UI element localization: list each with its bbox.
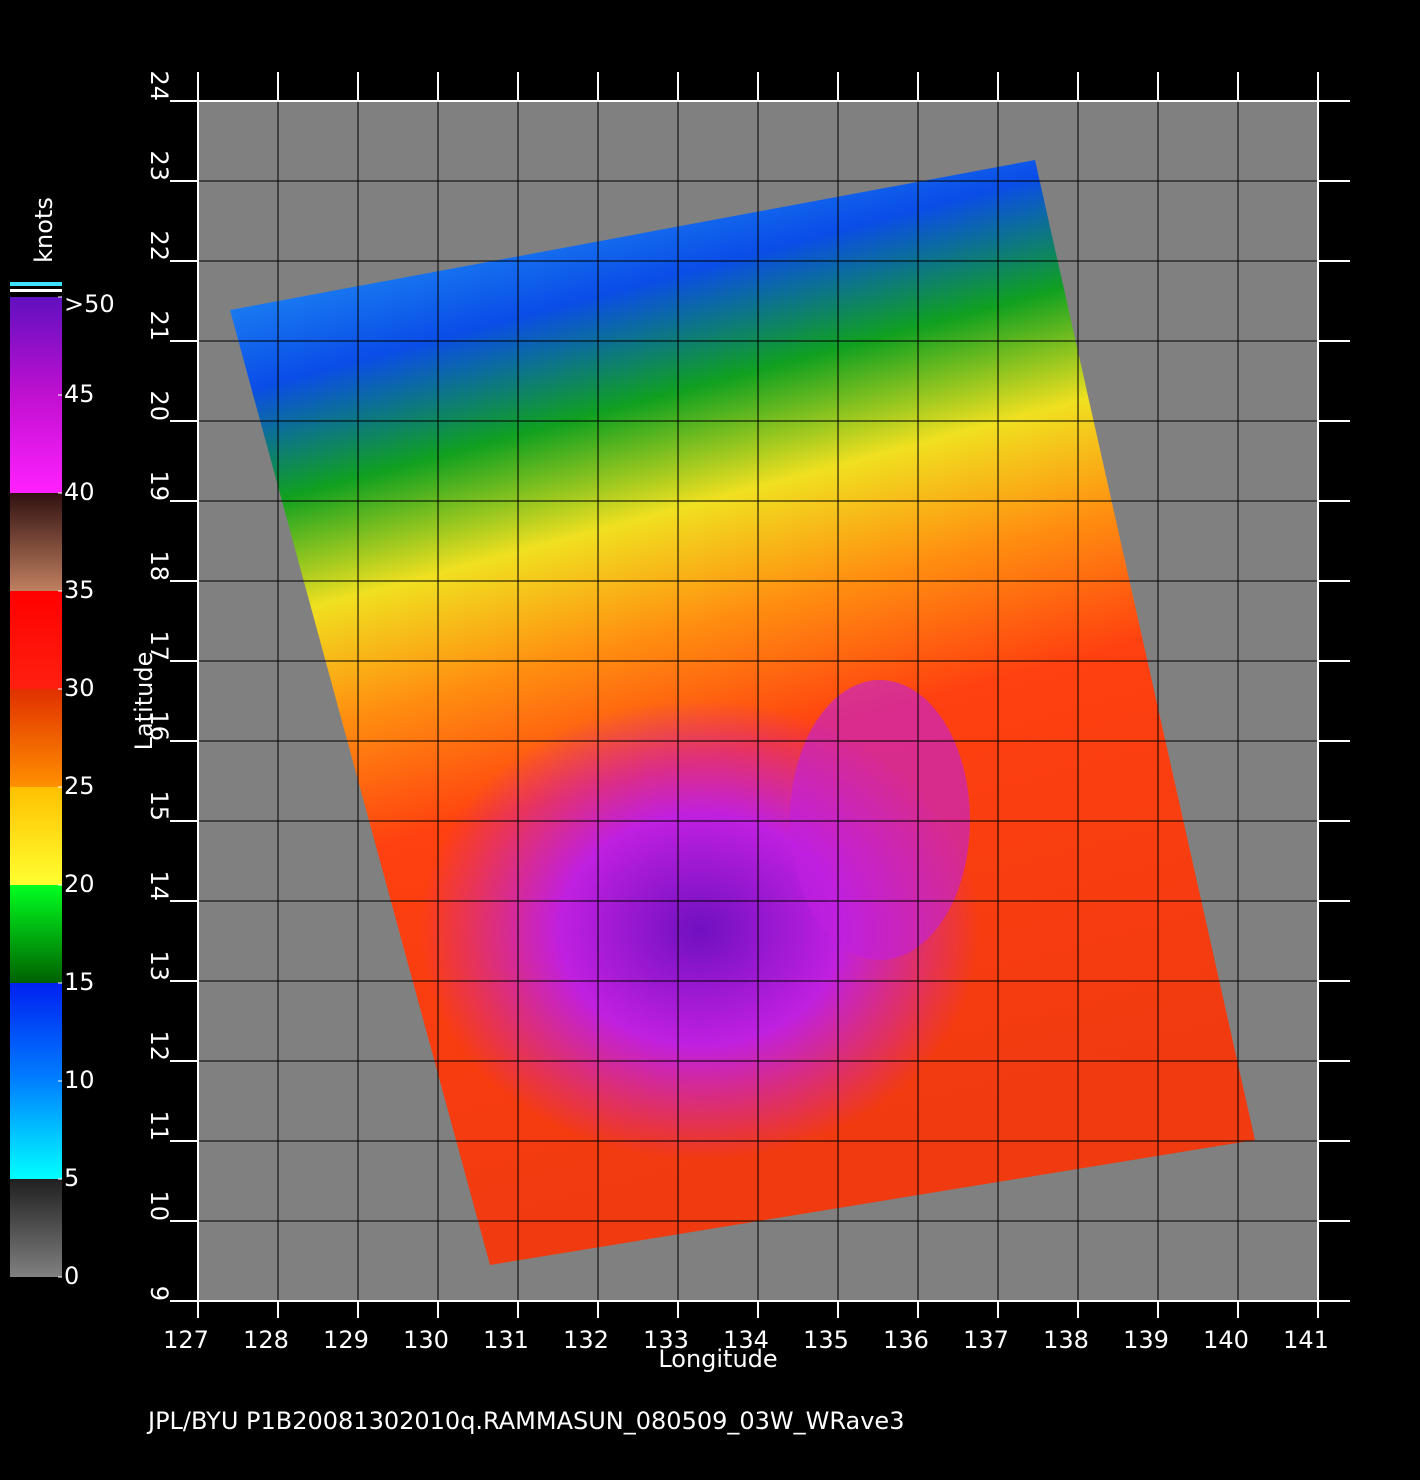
y-tick-label: 22: [145, 230, 173, 261]
colorbar-title: knots: [30, 197, 58, 263]
x-tick-label: 137: [963, 1326, 1009, 1354]
x-tick-label: 135: [803, 1326, 849, 1354]
high-wind-band: [790, 680, 970, 960]
colorbar-tick-label: 25: [64, 772, 95, 800]
y-tick-label: 14: [145, 870, 173, 901]
colorbar-cap: [10, 289, 62, 292]
x-tick-label: 136: [883, 1326, 929, 1354]
y-tick-label: 11: [145, 1110, 173, 1141]
y-tick-label: 12: [145, 1030, 173, 1061]
y-tick-label: 9: [145, 1286, 173, 1301]
y-tick-label: 16: [145, 710, 173, 741]
x-tick-label: 128: [243, 1326, 289, 1354]
y-tick-label: 21: [145, 310, 173, 341]
colorbar-tick-label: 20: [64, 870, 95, 898]
colorbar-tick-label: 0: [64, 1262, 79, 1290]
y-tick-label: 19: [145, 470, 173, 501]
x-tick-label: 140: [1203, 1326, 1249, 1354]
x-tick-label: 141: [1283, 1326, 1329, 1354]
colorbar: [10, 297, 62, 1277]
y-axis-label: Latitude: [130, 652, 158, 751]
footer: JPL/BYU P1B20081302010q.RAMMASUN_080509_…: [146, 1407, 904, 1435]
colorbar-tick-label: 15: [64, 968, 95, 996]
y-tick-label: 15: [145, 790, 173, 821]
x-tick-label: 130: [403, 1326, 449, 1354]
colorbar-tick-label: 45: [64, 380, 95, 408]
y-tick-label: 23: [145, 150, 173, 181]
colorbar-tick-label: 35: [64, 576, 95, 604]
y-tick-label: 13: [145, 950, 173, 981]
x-tick-label: 129: [323, 1326, 369, 1354]
y-tick-label: 20: [145, 390, 173, 421]
colorbar-tick-label: 5: [64, 1164, 79, 1192]
colorbar-tick-label: 30: [64, 674, 95, 702]
x-tick-label: 133: [643, 1326, 689, 1354]
y-tick-label: 17: [145, 630, 173, 661]
y-tick-label: 18: [145, 550, 173, 581]
x-axis-label: Longitude: [658, 1345, 777, 1373]
colorbar-tick-label: >50: [64, 290, 115, 318]
plot-frame: [197, 100, 1319, 1302]
colorbar-tick-label: 10: [64, 1066, 95, 1094]
x-tick-label: 132: [563, 1326, 609, 1354]
colorbar-cap: [10, 282, 62, 286]
x-tick-label: 138: [1043, 1326, 1089, 1354]
x-tick-label: 139: [1123, 1326, 1169, 1354]
x-tick-label: 131: [483, 1326, 529, 1354]
y-tick-label: 10: [145, 1190, 173, 1221]
colorbar-tick-label: 40: [64, 478, 95, 506]
x-tick-label: 134: [723, 1326, 769, 1354]
x-tick-label: 127: [163, 1326, 209, 1354]
y-tick-label: 24: [145, 70, 173, 101]
